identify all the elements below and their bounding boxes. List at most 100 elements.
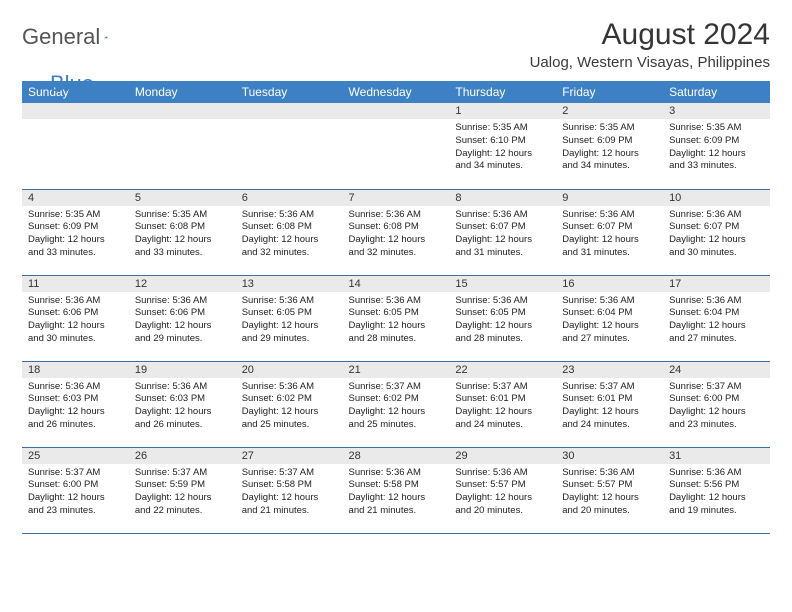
day-details: Sunrise: 5:37 AMSunset: 6:02 PMDaylight:…: [343, 378, 450, 436]
logo: General: [22, 24, 128, 50]
calendar-day-cell: 18Sunrise: 5:36 AMSunset: 6:03 PMDayligh…: [22, 361, 129, 447]
day-number: 29: [449, 448, 556, 464]
header: General August 2024 Ualog, Western Visay…: [22, 18, 770, 71]
calendar-day-cell: 4Sunrise: 5:35 AMSunset: 6:09 PMDaylight…: [22, 189, 129, 275]
day-number: 30: [556, 448, 663, 464]
day-details: Sunrise: 5:36 AMSunset: 6:06 PMDaylight:…: [22, 292, 129, 350]
weekday-header: Saturday: [663, 81, 770, 103]
day-number: 7: [343, 190, 450, 206]
calendar-day-cell: 21Sunrise: 5:37 AMSunset: 6:02 PMDayligh…: [343, 361, 450, 447]
day-details: Sunrise: 5:35 AMSunset: 6:08 PMDaylight:…: [129, 206, 236, 264]
calendar-day-cell: 25Sunrise: 5:37 AMSunset: 6:00 PMDayligh…: [22, 447, 129, 533]
calendar-day-cell: 15Sunrise: 5:36 AMSunset: 6:05 PMDayligh…: [449, 275, 556, 361]
day-number: 5: [129, 190, 236, 206]
day-number: 14: [343, 276, 450, 292]
weekday-header: Monday: [129, 81, 236, 103]
day-number: 23: [556, 362, 663, 378]
day-details: Sunrise: 5:36 AMSunset: 5:57 PMDaylight:…: [449, 464, 556, 522]
day-details: Sunrise: 5:36 AMSunset: 6:05 PMDaylight:…: [343, 292, 450, 350]
day-number: 31: [663, 448, 770, 464]
day-details: Sunrise: 5:35 AMSunset: 6:09 PMDaylight:…: [22, 206, 129, 264]
day-number: 6: [236, 190, 343, 206]
day-number: 4: [22, 190, 129, 206]
calendar-day-cell: 14Sunrise: 5:36 AMSunset: 6:05 PMDayligh…: [343, 275, 450, 361]
day-number: 17: [663, 276, 770, 292]
day-details: Sunrise: 5:36 AMSunset: 5:58 PMDaylight:…: [343, 464, 450, 522]
page-title: August 2024: [530, 18, 770, 52]
calendar-day-cell: 13Sunrise: 5:36 AMSunset: 6:05 PMDayligh…: [236, 275, 343, 361]
calendar-day-cell: 22Sunrise: 5:37 AMSunset: 6:01 PMDayligh…: [449, 361, 556, 447]
calendar-day-cell: [22, 103, 129, 189]
day-details: Sunrise: 5:36 AMSunset: 6:04 PMDaylight:…: [556, 292, 663, 350]
calendar-day-cell: 30Sunrise: 5:36 AMSunset: 5:57 PMDayligh…: [556, 447, 663, 533]
day-details: Sunrise: 5:36 AMSunset: 6:08 PMDaylight:…: [236, 206, 343, 264]
calendar-day-cell: 9Sunrise: 5:36 AMSunset: 6:07 PMDaylight…: [556, 189, 663, 275]
calendar-day-cell: 1Sunrise: 5:35 AMSunset: 6:10 PMDaylight…: [449, 103, 556, 189]
day-details: Sunrise: 5:37 AMSunset: 6:01 PMDaylight:…: [449, 378, 556, 436]
day-number: [22, 103, 129, 119]
calendar-week-row: 4Sunrise: 5:35 AMSunset: 6:09 PMDaylight…: [22, 189, 770, 275]
calendar-day-cell: 24Sunrise: 5:37 AMSunset: 6:00 PMDayligh…: [663, 361, 770, 447]
calendar-day-cell: 6Sunrise: 5:36 AMSunset: 6:08 PMDaylight…: [236, 189, 343, 275]
day-number: 22: [449, 362, 556, 378]
calendar-day-cell: 7Sunrise: 5:36 AMSunset: 6:08 PMDaylight…: [343, 189, 450, 275]
day-number: 15: [449, 276, 556, 292]
day-details: Sunrise: 5:36 AMSunset: 6:04 PMDaylight:…: [663, 292, 770, 350]
calendar-week-row: 18Sunrise: 5:36 AMSunset: 6:03 PMDayligh…: [22, 361, 770, 447]
calendar-day-cell: 5Sunrise: 5:35 AMSunset: 6:08 PMDaylight…: [129, 189, 236, 275]
day-number: [129, 103, 236, 119]
day-details: Sunrise: 5:36 AMSunset: 6:07 PMDaylight:…: [556, 206, 663, 264]
day-details: Sunrise: 5:37 AMSunset: 6:00 PMDaylight:…: [22, 464, 129, 522]
calendar-day-cell: [236, 103, 343, 189]
day-details: Sunrise: 5:37 AMSunset: 6:01 PMDaylight:…: [556, 378, 663, 436]
day-details: Sunrise: 5:37 AMSunset: 5:58 PMDaylight:…: [236, 464, 343, 522]
day-number: 18: [22, 362, 129, 378]
calendar-day-cell: 10Sunrise: 5:36 AMSunset: 6:07 PMDayligh…: [663, 189, 770, 275]
weekday-header: Wednesday: [343, 81, 450, 103]
calendar-day-cell: 12Sunrise: 5:36 AMSunset: 6:06 PMDayligh…: [129, 275, 236, 361]
day-number: 12: [129, 276, 236, 292]
calendar-table: SundayMondayTuesdayWednesdayThursdayFrid…: [22, 81, 770, 534]
day-number: 11: [22, 276, 129, 292]
day-number: 2: [556, 103, 663, 119]
page-subtitle: Ualog, Western Visayas, Philippines: [530, 54, 770, 71]
calendar-day-cell: 2Sunrise: 5:35 AMSunset: 6:09 PMDaylight…: [556, 103, 663, 189]
weekday-header: Thursday: [449, 81, 556, 103]
calendar-day-cell: 3Sunrise: 5:35 AMSunset: 6:09 PMDaylight…: [663, 103, 770, 189]
day-number: 19: [129, 362, 236, 378]
day-number: 20: [236, 362, 343, 378]
weekday-header: Tuesday: [236, 81, 343, 103]
day-details: Sunrise: 5:36 AMSunset: 6:07 PMDaylight:…: [449, 206, 556, 264]
day-details: Sunrise: 5:36 AMSunset: 6:07 PMDaylight:…: [663, 206, 770, 264]
day-details: Sunrise: 5:36 AMSunset: 6:05 PMDaylight:…: [449, 292, 556, 350]
calendar-day-cell: [343, 103, 450, 189]
day-details: Sunrise: 5:36 AMSunset: 6:02 PMDaylight:…: [236, 378, 343, 436]
day-number: 1: [449, 103, 556, 119]
weekday-header: Friday: [556, 81, 663, 103]
calendar-body: 1Sunrise: 5:35 AMSunset: 6:10 PMDaylight…: [22, 103, 770, 533]
calendar-day-cell: 27Sunrise: 5:37 AMSunset: 5:58 PMDayligh…: [236, 447, 343, 533]
logo-text-general: General: [22, 24, 100, 50]
day-number: 24: [663, 362, 770, 378]
day-details: Sunrise: 5:36 AMSunset: 6:06 PMDaylight:…: [129, 292, 236, 350]
day-details: Sunrise: 5:36 AMSunset: 6:03 PMDaylight:…: [129, 378, 236, 436]
day-details: Sunrise: 5:36 AMSunset: 6:08 PMDaylight:…: [343, 206, 450, 264]
calendar-day-cell: 8Sunrise: 5:36 AMSunset: 6:07 PMDaylight…: [449, 189, 556, 275]
day-number: 27: [236, 448, 343, 464]
day-number: 8: [449, 190, 556, 206]
day-details: Sunrise: 5:36 AMSunset: 5:56 PMDaylight:…: [663, 464, 770, 522]
day-details: Sunrise: 5:36 AMSunset: 6:03 PMDaylight:…: [22, 378, 129, 436]
calendar-week-row: 1Sunrise: 5:35 AMSunset: 6:10 PMDaylight…: [22, 103, 770, 189]
logo-triangle-icon: [104, 30, 108, 44]
day-number: 10: [663, 190, 770, 206]
day-number: 21: [343, 362, 450, 378]
calendar-day-cell: [129, 103, 236, 189]
weekday-header-row: SundayMondayTuesdayWednesdayThursdayFrid…: [22, 81, 770, 103]
day-details: Sunrise: 5:35 AMSunset: 6:09 PMDaylight:…: [663, 119, 770, 177]
day-details: Sunrise: 5:36 AMSunset: 6:05 PMDaylight:…: [236, 292, 343, 350]
day-number: 13: [236, 276, 343, 292]
title-block: August 2024 Ualog, Western Visayas, Phil…: [530, 18, 770, 71]
day-number: [343, 103, 450, 119]
calendar-day-cell: 31Sunrise: 5:36 AMSunset: 5:56 PMDayligh…: [663, 447, 770, 533]
day-number: 16: [556, 276, 663, 292]
